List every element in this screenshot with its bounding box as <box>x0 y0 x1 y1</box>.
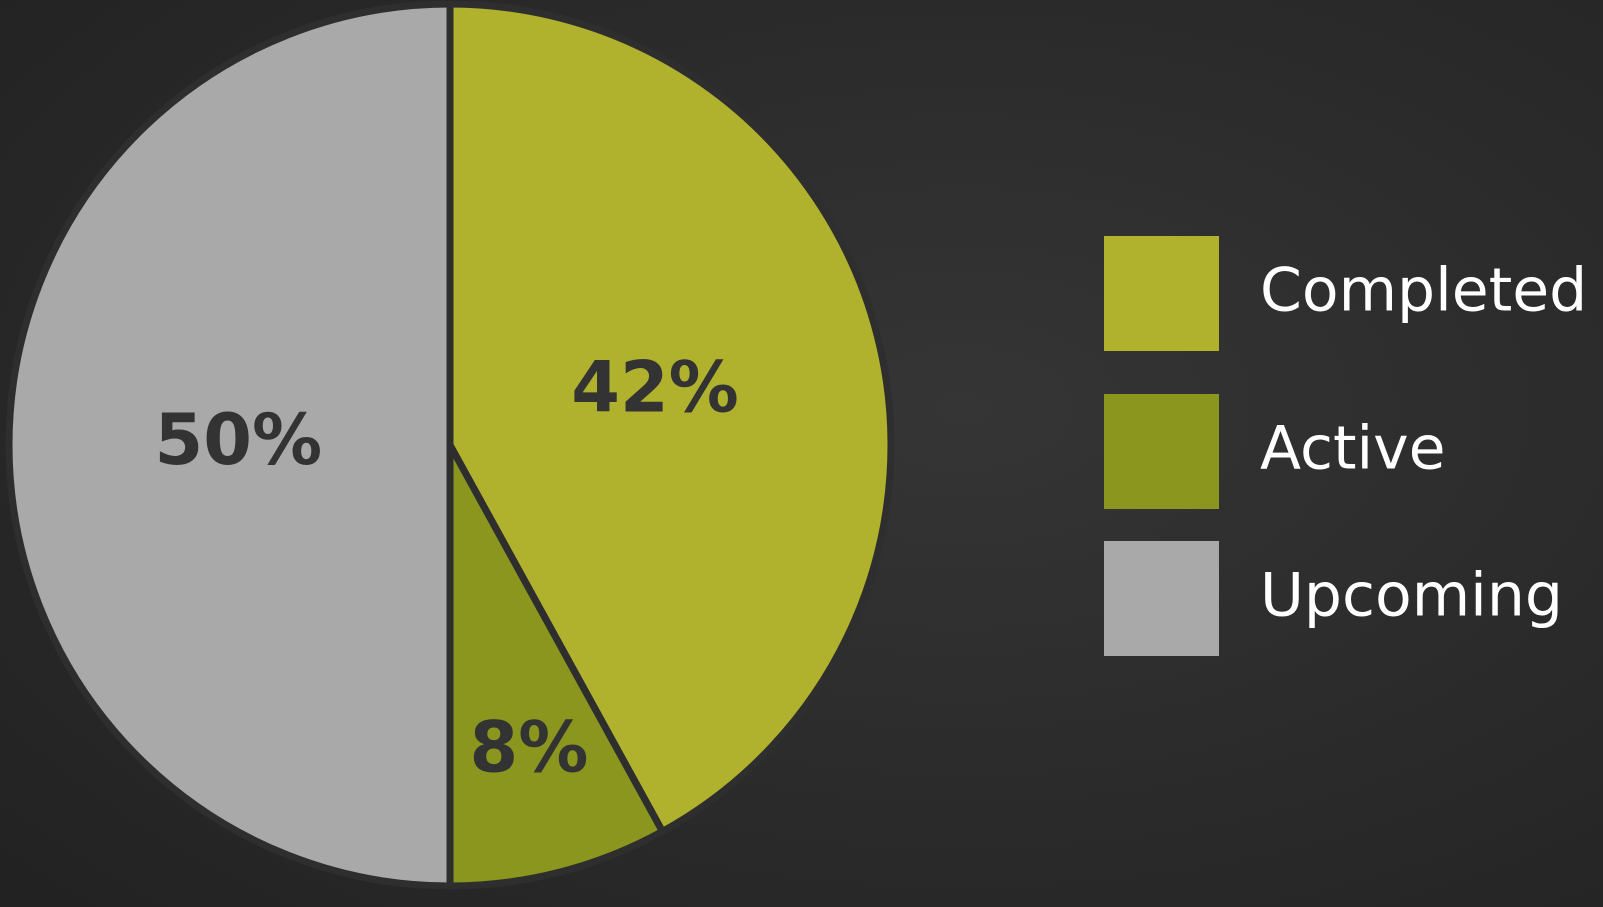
pie-slice <box>5 0 454 890</box>
pie-slice <box>446 0 895 835</box>
legend-label: Active <box>1260 414 1446 484</box>
legend-label: Completed <box>1260 256 1587 326</box>
slice-label: 50% <box>155 399 323 481</box>
legend-swatch <box>1104 541 1219 656</box>
pie-slice <box>446 441 666 890</box>
legend-swatch <box>1104 394 1219 509</box>
slice-label: 8% <box>470 707 589 789</box>
legend-swatch <box>1104 236 1219 351</box>
legend-label: Upcoming <box>1260 561 1563 631</box>
slice-label: 42% <box>571 346 739 428</box>
